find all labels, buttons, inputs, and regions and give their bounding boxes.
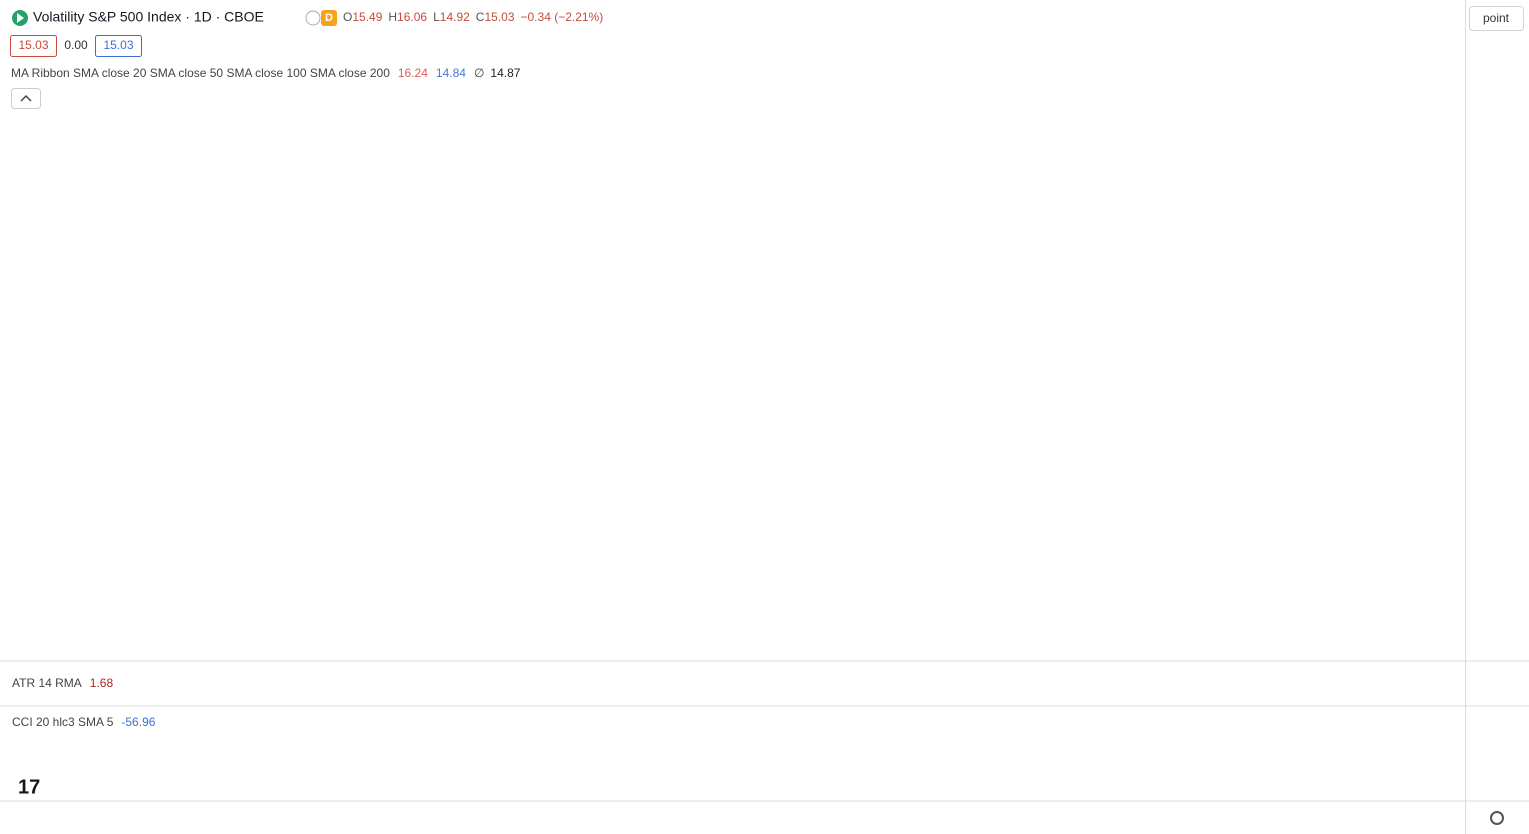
ma-value: 14.87 bbox=[490, 66, 520, 80]
ohlc-key: L bbox=[433, 10, 440, 24]
ohlc: O15.49 H16.06 L14.92 C15.03 −0.34 (−2.21%) bbox=[343, 10, 603, 24]
scale-mode-text: point bbox=[1483, 11, 1510, 25]
ma-legend-title: MA Ribbon SMA close 20 SMA close 50 SMA … bbox=[11, 66, 390, 80]
ohlc-value: 14.92 bbox=[440, 10, 470, 24]
atr-legend: ATR 14 RMA 1.68 bbox=[12, 676, 113, 690]
collapse-button[interactable] bbox=[11, 88, 41, 109]
scale-mode-button[interactable] bbox=[1469, 6, 1524, 31]
ohlc-value: 16.06 bbox=[397, 10, 427, 24]
price-box-text: 15.03 bbox=[18, 38, 48, 52]
atr-value: 1.68 bbox=[90, 676, 114, 690]
ohlc-change: −0.34 (−2.21%) bbox=[521, 10, 604, 24]
badge[interactable] bbox=[321, 10, 337, 26]
price-box[interactable] bbox=[95, 35, 142, 57]
ohlc-value: 15.03 bbox=[484, 10, 514, 24]
cci-value: -56.96 bbox=[121, 715, 155, 729]
ma-legend: MA Ribbon SMA close 20 SMA close 50 SMA … bbox=[11, 66, 521, 80]
spread-text: 0.00 bbox=[64, 38, 88, 52]
logo[interactable]: 17 bbox=[18, 776, 40, 798]
ohlc-key: H bbox=[388, 10, 397, 24]
symbol-icon-glyph bbox=[17, 13, 24, 23]
collapse-icon bbox=[20, 94, 32, 102]
settings-icon[interactable] bbox=[1490, 811, 1504, 825]
badge-text: D bbox=[325, 12, 333, 24]
cci-legend: CCI 20 hlc3 SMA 5 -56.96 bbox=[12, 715, 156, 729]
ohlc-key: O bbox=[343, 10, 352, 24]
price-box[interactable] bbox=[10, 35, 57, 57]
price-box-text: 15.03 bbox=[103, 38, 133, 52]
status-icon[interactable] bbox=[305, 10, 321, 26]
ma-value: ∅ bbox=[474, 66, 484, 80]
ma-value: 16.24 bbox=[398, 66, 428, 80]
ohlc-value: 15.49 bbox=[352, 10, 382, 24]
atr-title: ATR 14 RMA bbox=[12, 676, 82, 690]
ohlc-key: C bbox=[476, 10, 485, 24]
chart-title: Volatility S&P 500 Index · 1D · CBOE bbox=[33, 9, 264, 25]
ma-value: 14.84 bbox=[436, 66, 466, 80]
cci-title: CCI 20 hlc3 SMA 5 bbox=[12, 715, 114, 729]
